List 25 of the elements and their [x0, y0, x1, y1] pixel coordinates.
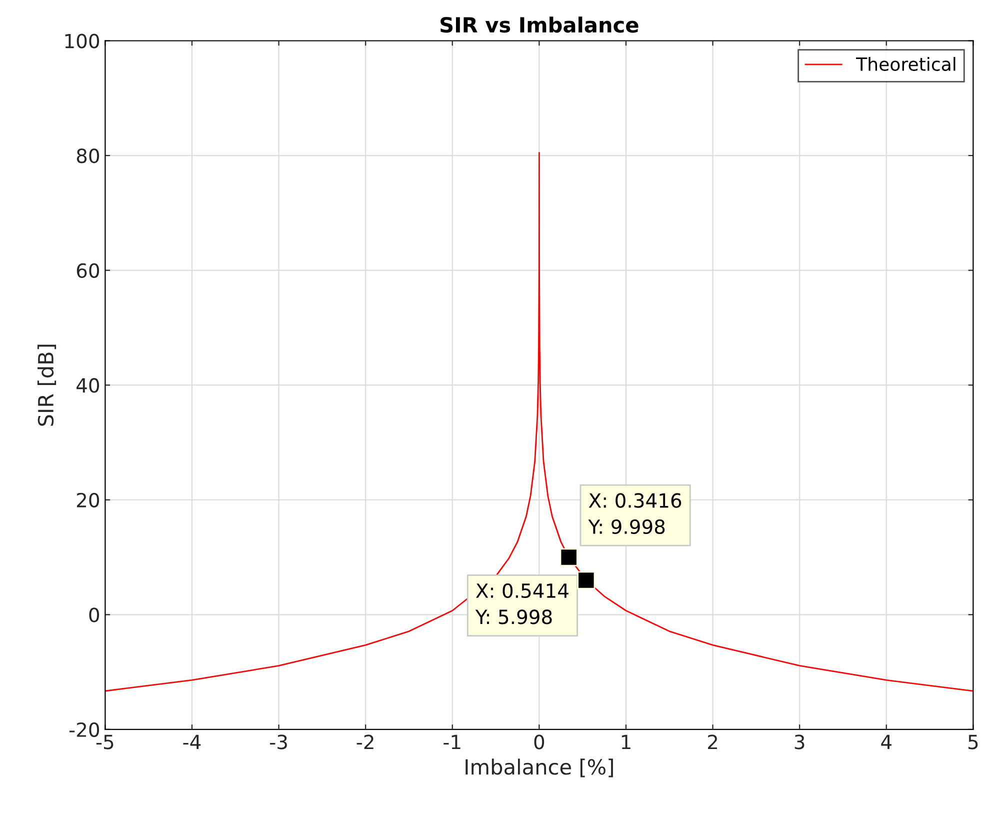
y-tick-label: -20: [70, 722, 100, 738]
legend-label: Theoretical: [856, 57, 956, 71]
x-tick-label: 5: [968, 734, 978, 750]
y-tick-label: 80: [76, 148, 100, 164]
y-axis-title: SIR [dB]: [37, 344, 56, 426]
annotation: X: 0.5414 Y: 5.998: [475, 583, 568, 624]
x-axis-title: Imbalance [%]: [466, 758, 613, 778]
x-tick-label: 4: [881, 734, 892, 750]
x-tick-label: -4: [183, 734, 201, 750]
x-tick-label: 1: [622, 734, 630, 750]
y-tick-label: 20: [77, 492, 100, 508]
x-tick-label: 3: [794, 734, 804, 750]
line-series: [105, 152, 974, 692]
x-tick-label: 2: [708, 734, 718, 750]
y-tick-label: 0: [89, 608, 100, 622]
annotation: X: 0.3416 Y: 9.998: [588, 493, 682, 534]
y-tick-label: 40: [76, 378, 100, 393]
x-tick-label: -2: [356, 734, 374, 750]
x-tick-label: 0: [534, 734, 544, 750]
x-tick-label: -1: [444, 734, 460, 750]
chart-title: SIR vs Imbalance: [440, 16, 638, 33]
x-tick-label: -3: [270, 734, 287, 750]
y-tick-label: 60: [76, 263, 100, 278]
x-tick-label: -5: [96, 734, 114, 750]
y-tick-label: 100: [65, 34, 100, 48]
